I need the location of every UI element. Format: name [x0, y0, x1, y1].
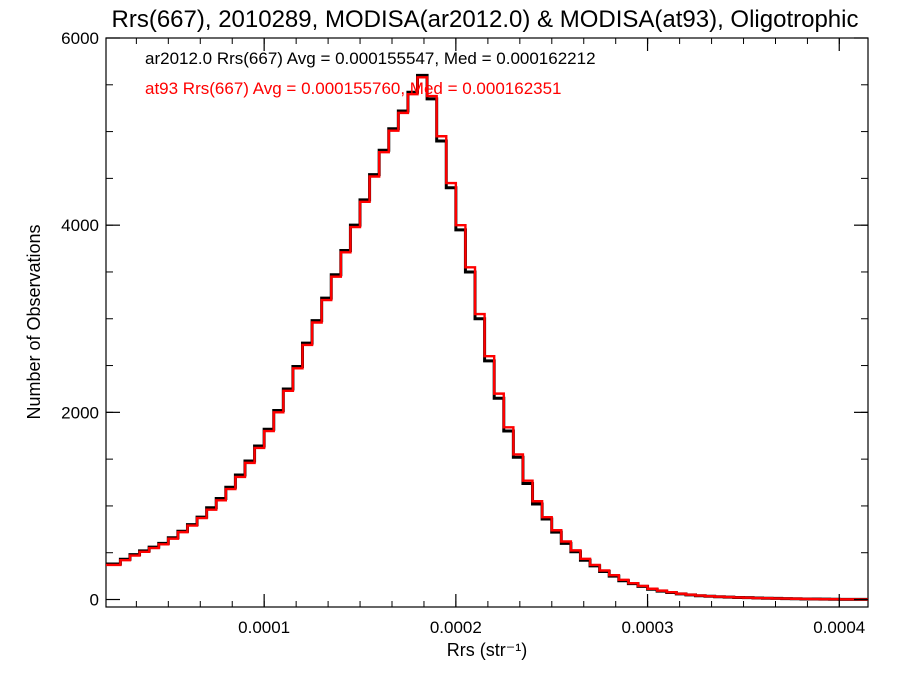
series-line-0	[106, 73, 868, 601]
x-axis-label: Rrs (str⁻¹)	[447, 640, 527, 660]
y-tick-label: 0	[90, 591, 99, 610]
x-tick-label: 0.0002	[430, 618, 482, 637]
plot-area	[105, 37, 869, 608]
legend-entry-at93: at93 Rrs(667) Avg = 0.000155760, Med = 0…	[145, 79, 562, 98]
y-axis: 0 2000 4000 6000	[61, 29, 868, 610]
y-axis-label: Number of Observations	[24, 224, 44, 419]
y-tick-label: 4000	[61, 216, 99, 235]
y-tick-label: 6000	[61, 29, 99, 48]
x-axis: 0.0001 0.0002 0.0003 0.0004	[135, 38, 865, 637]
x-tick-label: 0.0001	[238, 618, 290, 637]
x-tick-label: 0.0004	[813, 618, 865, 637]
x-tick-label: 0.0003	[622, 618, 674, 637]
series-line-1	[106, 76, 868, 601]
series-group	[106, 73, 868, 601]
legend: ar2012.0 Rrs(667) Avg = 0.000155547, Med…	[145, 49, 596, 98]
y-tick-label: 2000	[61, 403, 99, 422]
legend-entry-ar2012: ar2012.0 Rrs(667) Avg = 0.000155547, Med…	[145, 49, 596, 68]
chart-title: Rrs(667), 2010289, MODISA(ar2012.0) & MO…	[112, 6, 859, 33]
plot-frame	[105, 37, 869, 608]
